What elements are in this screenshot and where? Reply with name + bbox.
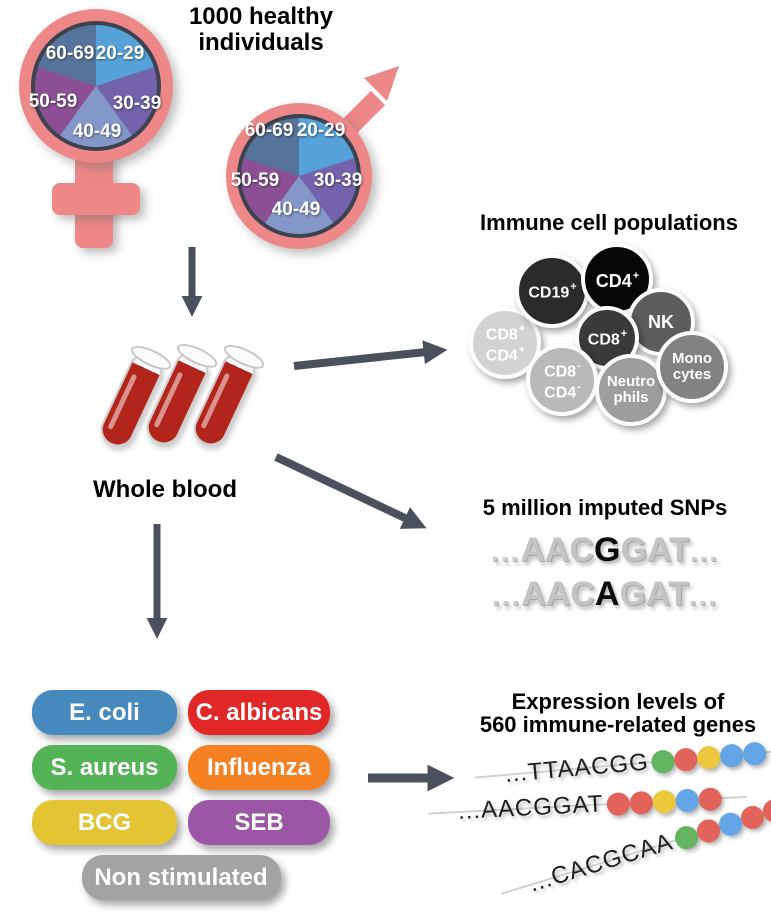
- cell-label: CD4+: [595, 270, 640, 291]
- gene-dot-red: [628, 790, 653, 815]
- stimulus-pill-nonstim: Non stimulated: [81, 855, 281, 900]
- female-cross-bar: [52, 183, 140, 215]
- stimulus-pill-seb: SEB: [188, 800, 330, 845]
- snp-sequence-row: ...AACAGAT...: [430, 575, 771, 614]
- seq-before: AAC: [521, 575, 595, 613]
- gene-dot-blue: [674, 787, 699, 813]
- arrow-blood-to-snps-icon: [274, 453, 427, 529]
- cell-neutrophils: Neutro phils: [595, 354, 667, 426]
- cell-label: Neutro: [606, 373, 656, 390]
- gene-sequence: ...CACGCAA: [525, 828, 677, 898]
- cell-label: NK: [648, 312, 674, 332]
- male-age-pie: [241, 118, 357, 234]
- seq-before: AAC: [520, 531, 594, 569]
- male-age-label-30-39: 30-39: [313, 170, 363, 191]
- snp-sequence-row: ...AACGGAT...: [430, 531, 771, 570]
- male-age-label-50-59: 50-59: [230, 170, 280, 191]
- cell-cd8neg-cd4neg: CD8- CD4-: [526, 344, 598, 416]
- gene-strand: ...AACGGAT: [427, 783, 747, 827]
- study-title: 1000 healthy individuals: [188, 3, 334, 56]
- gene-dot-red: [673, 746, 699, 772]
- cell-label: phils: [613, 389, 649, 406]
- cell-label: CD4+: [485, 344, 526, 365]
- ellipsis: ...: [688, 580, 719, 611]
- female-age-label-50-59: 50-59: [28, 91, 78, 112]
- male-age-label-40-49: 40-49: [271, 199, 321, 220]
- expression-title-line1: Expression levels of: [511, 689, 725, 714]
- gene-dot-blue: [719, 742, 745, 768]
- expression-dots: [650, 740, 768, 774]
- stimulus-pill-saureus: S. aureus: [32, 745, 177, 790]
- gene-dot-yellow: [696, 744, 722, 770]
- snp-allele: G: [593, 531, 621, 569]
- cell-monocytes: Mono cytes: [656, 331, 728, 403]
- female-age-label-40-49: 40-49: [72, 121, 122, 142]
- immune-populations-title: Immune cell populations: [480, 210, 738, 235]
- ellipsis: ...: [689, 536, 720, 567]
- gene-strand: ...TTAACGG: [475, 737, 771, 790]
- gene-sequence: ...TTAACGG: [503, 748, 650, 788]
- ellipsis: ...: [490, 536, 521, 567]
- gene-sequence: ...AACGGAT: [457, 790, 605, 825]
- stimulus-pill-calbicans: C. albicans: [188, 690, 330, 735]
- female-age-pie: [35, 25, 157, 147]
- whole-blood-label: Whole blood: [93, 476, 237, 503]
- seq-after: GAT: [619, 575, 689, 613]
- stimulus-pill-ecoli: E. coli: [32, 690, 177, 735]
- male-age-label-20-29: 20-29: [296, 120, 346, 141]
- stimuli-panel: E. coli C. albicans S. aureus Influenza BCG S…: [32, 690, 330, 900]
- ellipsis: ...: [491, 580, 522, 611]
- snps-title: 5 million imputed SNPs: [482, 495, 728, 520]
- female-age-label-20-29: 20-29: [95, 43, 145, 64]
- cell-label: CD4-: [544, 381, 581, 402]
- cell-label: CD19+: [528, 281, 577, 302]
- gene-dot-yellow: [651, 789, 676, 814]
- cell-label: cytes: [672, 366, 712, 383]
- female-age-label-30-39: 30-39: [112, 93, 162, 114]
- expression-title: Expression levels of 560 immune-related …: [468, 690, 768, 736]
- seq-after: GAT: [620, 531, 690, 569]
- stimulus-pill-bcg: BCG: [32, 800, 177, 845]
- female-age-label-60-69: 60-69: [45, 43, 95, 64]
- cell-label: CD8+: [485, 322, 526, 343]
- gene-dot-blue: [742, 740, 768, 766]
- cell-label: CD8-: [544, 359, 581, 380]
- expression-dots: [605, 786, 722, 816]
- cell-label: Mono: [672, 350, 712, 367]
- cell-cd19pos: CD19+: [515, 254, 589, 328]
- stimulus-pill-influenza: Influenza: [188, 745, 330, 790]
- cell-label: CD8+: [587, 328, 628, 349]
- arrow-blood-to-cells-icon: [293, 340, 448, 370]
- male-age-label-60-69: 60-69: [244, 120, 294, 141]
- gene-dot-red: [605, 791, 630, 816]
- gene-dot-green: [650, 748, 676, 774]
- expression-title-line2: 560 immune-related genes: [479, 712, 757, 737]
- gene-dot-red: [697, 786, 722, 811]
- snp-allele: A: [594, 575, 620, 613]
